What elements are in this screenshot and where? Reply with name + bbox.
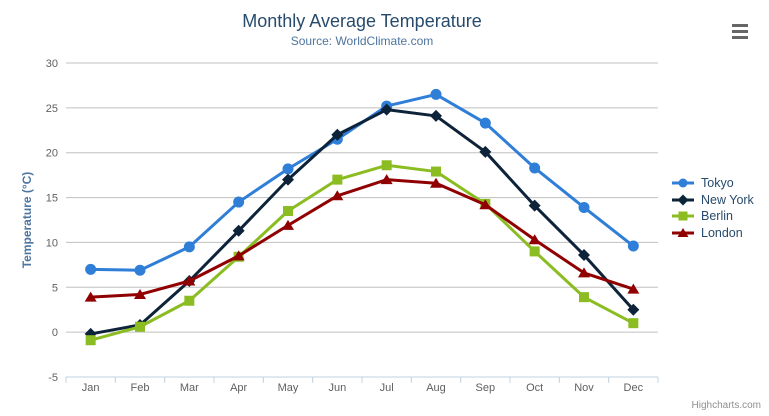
legend-circle-icon — [672, 178, 694, 188]
x-axis-label-nov: Nov — [574, 382, 594, 394]
y-axis-label-30: 30 — [46, 58, 58, 70]
series-tokyo-point-nov[interactable] — [578, 201, 590, 213]
series-new-york-point-apr[interactable] — [232, 224, 245, 237]
series-tokyo-point-apr[interactable] — [233, 196, 245, 208]
legend-diamond-marker — [677, 194, 689, 206]
series-tokyo-point-mar[interactable] — [183, 241, 195, 253]
x-axis-label-sep: Sep — [476, 382, 496, 394]
legend-diamond-icon — [672, 194, 694, 206]
legend-triangle-icon — [672, 227, 694, 237]
series-london-point-nov[interactable] — [578, 267, 590, 278]
series-london-point-feb[interactable] — [134, 288, 146, 299]
y-axis-label-5: 5 — [52, 282, 58, 294]
x-axis-label-jan: Jan — [82, 382, 100, 394]
x-axis-label-may: May — [278, 382, 299, 394]
series-london-point-may[interactable] — [282, 219, 294, 230]
y-axis-label-25: 25 — [46, 103, 58, 115]
series-new-york-point-sep[interactable] — [479, 145, 492, 158]
series-berlin-point-nov[interactable] — [579, 292, 589, 303]
series-london-point-jun[interactable] — [331, 190, 344, 201]
series-tokyo — [85, 88, 639, 276]
hamburger-bar — [732, 36, 748, 39]
legend-label-berlin: Berlin — [701, 209, 733, 224]
series-berlin-point-jan[interactable] — [85, 335, 96, 346]
series-tokyo-point-feb[interactable] — [134, 264, 146, 276]
legend: Tokyo New York Berlin London — [672, 175, 754, 241]
series-tokyo-point-oct[interactable] — [529, 162, 541, 174]
series-berlin-point-jul[interactable] — [381, 160, 392, 171]
legend-item-berlin[interactable]: Berlin — [672, 208, 754, 225]
series-london-point-apr[interactable] — [232, 250, 245, 261]
credits-link[interactable]: Highcharts.com — [691, 400, 761, 411]
chart-title: Monthly Average Temperature — [242, 11, 482, 31]
x-axis-label-apr: Apr — [230, 382, 247, 394]
legend-label-new-york: New York — [701, 192, 754, 207]
series-new-york-point-nov[interactable] — [578, 248, 590, 261]
series-london-point-oct[interactable] — [528, 234, 541, 245]
x-axis-label-dec: Dec — [624, 382, 644, 394]
series-berlin-point-may[interactable] — [283, 206, 293, 217]
legend-item-tokyo[interactable]: Tokyo — [672, 175, 754, 192]
series-new-york-line — [89, 108, 635, 336]
series-london-point-aug[interactable] — [430, 177, 442, 188]
legend-label-london: London — [701, 225, 743, 240]
series-berlin-point-feb[interactable] — [135, 321, 145, 332]
x-axis-label-jul: Jul — [380, 382, 394, 394]
legend-item-new-york[interactable]: New York — [672, 192, 754, 209]
hamburger-bar — [732, 30, 748, 33]
y-axis-title: Temperature (°C) — [20, 171, 34, 269]
series-berlin-point-jun[interactable] — [332, 174, 343, 185]
series-london-point-jul[interactable] — [380, 174, 393, 185]
series-new-york-point-aug[interactable] — [430, 109, 442, 122]
y-axis-label--5: -5 — [48, 372, 58, 384]
series-tokyo-point-may[interactable] — [282, 163, 294, 175]
chart-subtitle: Source: WorldClimate.com — [290, 34, 434, 48]
y-axis-label-20: 20 — [46, 148, 58, 160]
y-axis-label-10: 10 — [46, 237, 58, 249]
series-london-line — [89, 178, 635, 299]
y-axis-label-0: 0 — [52, 327, 58, 339]
series-london-point-dec[interactable] — [627, 283, 640, 294]
series-tokyo-point-sep[interactable] — [479, 117, 491, 129]
y-axis-label-15: 15 — [46, 193, 58, 205]
series-new-york — [84, 103, 640, 340]
series-berlin-line — [89, 163, 635, 342]
series-berlin-point-mar[interactable] — [184, 295, 195, 306]
legend-square-marker — [678, 211, 688, 221]
x-axis-label-aug: Aug — [426, 382, 446, 394]
series-new-york-point-jul[interactable] — [380, 103, 393, 116]
series-london-point-sep[interactable] — [479, 199, 492, 210]
x-axis-label-oct: Oct — [526, 382, 543, 394]
series-new-york-point-jun[interactable] — [331, 128, 344, 141]
hamburger-bar — [732, 24, 748, 27]
x-axis-label-jun: Jun — [328, 382, 346, 394]
x-axis-label-feb: Feb — [131, 382, 150, 394]
series-berlin-point-dec[interactable] — [628, 318, 639, 329]
series-new-york-point-may[interactable] — [282, 173, 294, 186]
series-tokyo-point-aug[interactable] — [430, 88, 442, 100]
series-london-point-jan[interactable] — [84, 291, 97, 302]
series-new-york-point-oct[interactable] — [528, 199, 541, 212]
legend-item-london[interactable]: London — [672, 225, 754, 242]
legend-label-tokyo: Tokyo — [701, 176, 734, 191]
series-new-york-point-dec[interactable] — [627, 303, 640, 316]
series-tokyo-point-jan[interactable] — [85, 263, 97, 275]
series-berlin-point-oct[interactable] — [529, 246, 540, 257]
series-tokyo-point-dec[interactable] — [627, 240, 639, 252]
hamburger-menu-icon[interactable] — [732, 24, 748, 39]
x-axis-label-mar: Mar — [180, 382, 199, 394]
series-london-point-mar[interactable] — [183, 275, 196, 286]
legend-triangle-marker — [677, 227, 689, 237]
legend-circle-marker — [678, 178, 688, 188]
series-london — [84, 174, 640, 302]
series-berlin-point-aug[interactable] — [431, 166, 441, 177]
legend-square-icon — [672, 211, 694, 221]
